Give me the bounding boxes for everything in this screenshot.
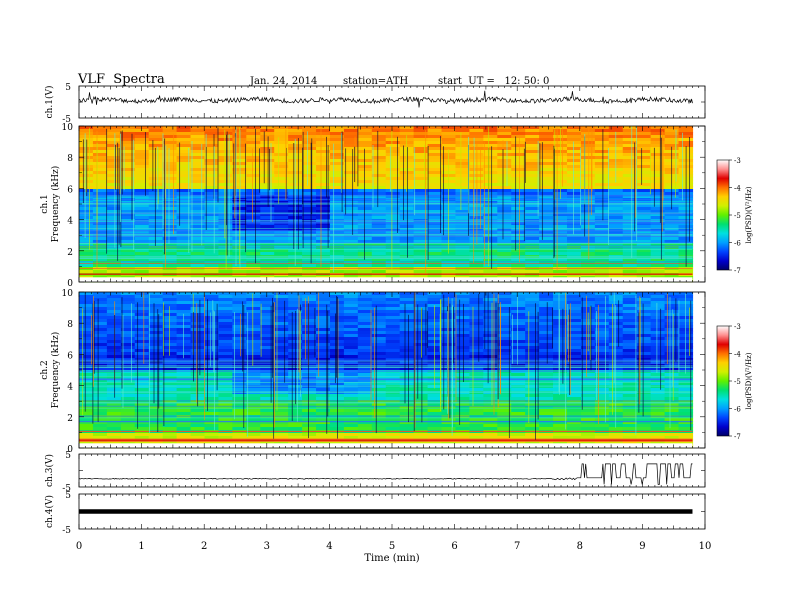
ch1-waveform — [78, 90, 693, 108]
ch2-spectrogram-colorbar-tick--4: -4 — [734, 351, 741, 359]
ch2-spectrogram-ytick-4: 4 — [67, 383, 73, 393]
ch3-ytick-top: 5 — [65, 451, 71, 461]
ch2-spectrogram-ytick-6: 6 — [67, 351, 73, 361]
ch1-spectrogram-ytick-8: 8 — [67, 154, 73, 164]
ch2-spectrogram-ylabel: Frequency (kHz) — [50, 332, 61, 409]
ch2-spectrogram-ytick-0: 0 — [67, 445, 73, 455]
ch1-spectrogram-colorbar — [716, 159, 730, 271]
ch2-spectrogram-ytick-8: 8 — [67, 320, 73, 330]
ch2-spectrogram-channel-label: ch.2 — [40, 360, 50, 379]
ch1-spectrogram-colorbar-tick--5: -5 — [734, 212, 741, 220]
x-tick-label-10: 10 — [699, 541, 712, 552]
ch1-spectrogram-colorbar-tick--3: -3 — [734, 157, 741, 165]
ch1-spectrogram-ylabel: Frequency (kHz) — [50, 166, 61, 243]
start-time-label: start UT = 12: 50: 0 — [438, 76, 550, 87]
ch1-spectrogram-colorbar-tick--7: -7 — [734, 267, 741, 275]
ch1-ytick-bottom: -5 — [62, 115, 71, 125]
ch2-spectrogram-colorbar-label: log(PSD)(V²/Hz) — [745, 352, 753, 409]
ch1-ytick-top: 5 — [65, 83, 71, 93]
x-tick-label-4: 4 — [326, 541, 332, 552]
ch2-spectrogram-colorbar-tick--3: -3 — [734, 323, 741, 331]
ch1-spectrogram-channel-label: ch.1 — [40, 194, 50, 213]
ch3-ylabel: ch.3(V) — [44, 454, 55, 487]
ch1-ylabel: ch.1(V) — [44, 86, 55, 119]
ch2-spectrogram-colorbar-tick--7: -7 — [734, 433, 741, 441]
ch2-spectrogram-colorbar-tick--6: -6 — [734, 406, 741, 414]
date-label: Jan. 24, 2014 — [250, 76, 318, 87]
x-tick-label-5: 5 — [389, 541, 395, 552]
ch2-spectrogram-ytick-10: 10 — [62, 289, 74, 299]
ch3-waveform — [78, 463, 693, 485]
x-tick-label-7: 7 — [514, 541, 520, 552]
x-tick-label-6: 6 — [451, 541, 457, 552]
ch1-spectrogram-colorbar-tick--6: -6 — [734, 240, 741, 248]
x-tick-label-0: 0 — [76, 541, 82, 552]
x-tick-label-9: 9 — [639, 541, 645, 552]
ch1-spectrogram-cells — [79, 126, 694, 283]
ch4-ylabel: ch.4(V) — [44, 495, 55, 528]
ch1-spectrogram-ytick-10: 10 — [62, 123, 74, 133]
ch3-ytick-bottom: -5 — [62, 484, 71, 494]
ch1-spectrogram-ytick-4: 4 — [67, 217, 73, 227]
x-tick-label-8: 8 — [577, 541, 583, 552]
x-tick-label-3: 3 — [264, 541, 270, 552]
ch1-spectrogram-ytick-0: 0 — [67, 279, 73, 289]
x-tick-label-2: 2 — [201, 541, 207, 552]
ch1-spectrogram-colorbar-label: log(PSD)(V²/Hz) — [745, 186, 753, 243]
ch2-spectrogram-colorbar — [716, 325, 730, 437]
x-axis-label: Time (min) — [364, 553, 419, 564]
x-tick-label-1: 1 — [138, 541, 144, 552]
ch2-spectrogram-colorbar-tick--5: -5 — [734, 378, 741, 386]
ch1-spectrogram-ytick-2: 2 — [67, 248, 73, 258]
ch1-spectrogram-ytick-6: 6 — [67, 185, 73, 195]
ch4-ytick-bottom: -5 — [62, 526, 71, 536]
ch1-spectrogram-colorbar-tick--4: -4 — [734, 185, 741, 193]
ch2-spectrogram-cells — [79, 292, 694, 449]
station-label: station=ATH — [343, 76, 409, 87]
ch2-spectrogram-ytick-2: 2 — [67, 414, 73, 424]
ch4-ytick-top: 5 — [65, 491, 71, 501]
figure-title: VLF Spectra — [78, 72, 165, 87]
